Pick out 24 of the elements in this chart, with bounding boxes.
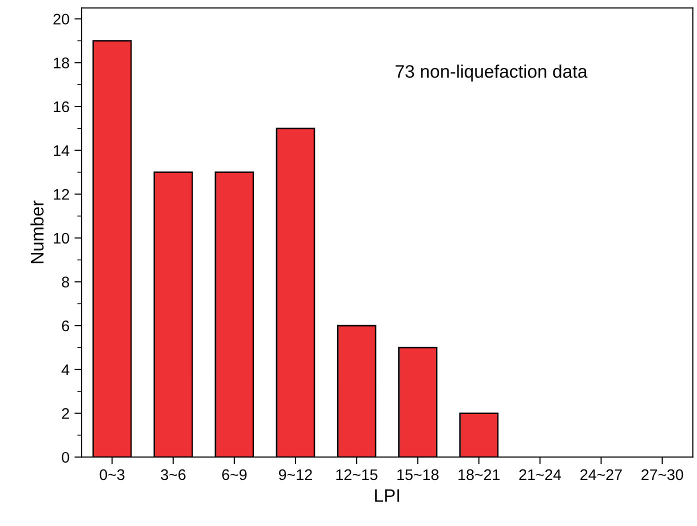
x-tick-label: 27~30	[642, 469, 684, 480]
y-tick-label: 14	[54, 145, 70, 156]
annotation: 73 non-liquefaction data	[396, 64, 588, 82]
y-tick-label: 4	[62, 364, 70, 375]
x-tick-label: 0~3	[100, 469, 124, 480]
y-tick-label: 0	[62, 452, 70, 463]
x-tick-label: 6~9	[222, 469, 247, 480]
y-tick-label: 16	[54, 101, 70, 112]
y-tick-label: 8	[62, 276, 70, 288]
y-tick-label: 2	[62, 408, 69, 419]
y-tick-label: 20	[54, 14, 70, 25]
y-tick-label: 6	[62, 320, 70, 332]
x-axis-title: LPI	[375, 489, 400, 502]
y-tick-label: 12	[54, 189, 69, 200]
y-tick-label: 10	[54, 232, 70, 244]
y-tick-label: 18	[54, 58, 70, 68]
y-axis-title: Number	[30, 200, 44, 264]
x-tick-label: 9~12	[279, 469, 312, 480]
x-tick-label: 21~24	[519, 469, 562, 480]
x-tick-label: 12~15	[336, 469, 378, 480]
x-tick-label: 15~18	[397, 469, 439, 480]
x-tick-label: 18~21	[458, 469, 500, 480]
x-tick-label: 24~27	[580, 469, 622, 480]
x-tick-label: 3~6	[160, 469, 186, 480]
